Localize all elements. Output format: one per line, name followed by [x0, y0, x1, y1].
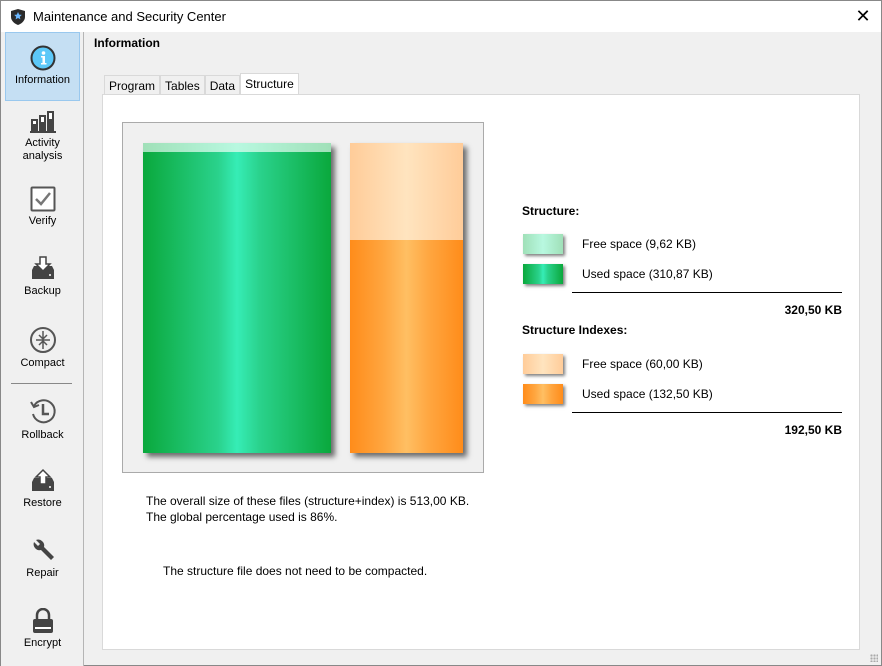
- swatch-structure-used: [523, 264, 563, 284]
- info-icon: [30, 45, 55, 71]
- divider: [572, 412, 842, 413]
- tab-data[interactable]: Data: [204, 75, 241, 96]
- checkbox-icon: [30, 186, 55, 212]
- close-button[interactable]: ✕: [855, 6, 871, 26]
- history-icon: [29, 399, 56, 424]
- backup-drive-icon: [31, 256, 54, 279]
- bar-indexes-used: [350, 240, 463, 453]
- sidebar-item-label: Verify: [28, 215, 57, 227]
- tab-structure[interactable]: Structure: [240, 73, 299, 96]
- sidebar-item-restore[interactable]: Restore: [5, 468, 80, 510]
- sidebar-item-verify[interactable]: Verify: [5, 186, 80, 228]
- bar-chart-icon: [29, 111, 56, 133]
- lock-icon: [32, 608, 53, 633]
- sidebar-item-activity-analysis[interactable]: Activity analysis: [5, 110, 80, 163]
- bar-structure-used: [143, 152, 331, 453]
- legend-indexes-free: Free space (60,00 KB): [582, 357, 703, 371]
- sidebar-item-repair[interactable]: Repair: [5, 538, 80, 580]
- sidebar-item-label: Backup: [24, 285, 61, 297]
- sidebar-separator: [11, 383, 72, 384]
- legend-structure-title: Structure:: [522, 204, 580, 218]
- sidebar-item-encrypt[interactable]: Encrypt: [5, 608, 80, 650]
- divider: [572, 292, 842, 293]
- legend-indexes-used: Used space (132,50 KB): [582, 387, 713, 401]
- info-total-size: The overall size of these files (structu…: [146, 494, 470, 508]
- swatch-indexes-used: [523, 384, 563, 404]
- title-bar: Maintenance and Security Center ✕: [1, 1, 881, 32]
- sidebar: Information Activity analysis Verify Bac…: [1, 32, 84, 666]
- sidebar-item-label: Compact: [20, 357, 65, 369]
- storage-chart: [122, 122, 484, 473]
- tab-tables[interactable]: Tables: [160, 75, 205, 96]
- legend-indexes-total: 192,50 KB: [784, 423, 842, 437]
- swatch-indexes-free: [523, 354, 563, 374]
- info-percentage: The global percentage used is 86%.: [146, 510, 338, 524]
- wrench-icon: [33, 539, 54, 560]
- shield-icon: [11, 8, 25, 25]
- info-compact-status: The structure file does not need to be c…: [163, 564, 428, 578]
- sidebar-item-label: Encrypt: [23, 637, 62, 649]
- tab-bar: Program Tables Data Structure: [104, 73, 299, 96]
- restore-drive-icon: [31, 468, 54, 491]
- swatch-structure-free: [523, 234, 563, 254]
- sidebar-item-label: Activity analysis: [22, 137, 63, 162]
- sidebar-item-backup[interactable]: Backup: [5, 256, 80, 298]
- bar-indexes: [350, 143, 463, 453]
- sidebar-item-rollback[interactable]: Rollback: [5, 398, 80, 442]
- window-title: Maintenance and Security Center: [33, 9, 226, 24]
- sidebar-item-label: Rollback: [21, 429, 64, 441]
- legend-structure-free: Free space (9,62 KB): [582, 237, 697, 251]
- page-title: Information: [94, 36, 160, 50]
- legend-structure-total: 320,50 KB: [784, 303, 842, 317]
- legend-indexes-title: Structure Indexes:: [522, 323, 628, 337]
- sidebar-item-compact[interactable]: Compact: [5, 326, 80, 370]
- bar-structure: [143, 143, 331, 453]
- structure-panel: Structure: Free space (9,62 KB) Used spa…: [102, 94, 860, 650]
- bar-indexes-free: [350, 143, 463, 240]
- tab-program[interactable]: Program: [104, 75, 161, 96]
- sidebar-item-information[interactable]: Information: [5, 32, 80, 101]
- sidebar-item-label: Information: [14, 74, 71, 86]
- bar-structure-free: [143, 143, 331, 152]
- sidebar-item-label: Restore: [23, 497, 62, 509]
- sidebar-item-label: Repair: [26, 567, 59, 579]
- legend-structure-used: Used space (310,87 KB): [582, 267, 713, 281]
- resize-grip[interactable]: [870, 654, 878, 662]
- compact-icon: [29, 327, 56, 353]
